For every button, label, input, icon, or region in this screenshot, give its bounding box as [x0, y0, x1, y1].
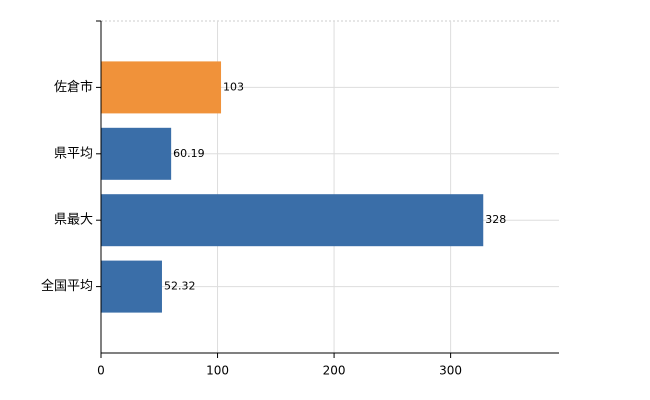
- y-tick-label: 全国平均: [41, 278, 93, 294]
- value-label: 60.19: [173, 147, 205, 160]
- y-tick-label: 県平均: [54, 146, 93, 161]
- y-tick-label: 佐倉市: [54, 79, 93, 95]
- bar: [101, 61, 222, 114]
- x-tick-label: 300: [439, 364, 462, 378]
- x-tick-label: 0: [97, 364, 105, 378]
- x-tick-label: 200: [323, 364, 346, 378]
- value-label: 103: [223, 80, 244, 93]
- x-tick-label: 100: [206, 364, 229, 378]
- value-label: 52.32: [164, 280, 196, 293]
- value-label: 328: [485, 213, 506, 226]
- bar: [101, 127, 172, 180]
- bar: [101, 194, 484, 247]
- y-tick-label: 県最大: [54, 213, 93, 228]
- bar: [101, 260, 162, 313]
